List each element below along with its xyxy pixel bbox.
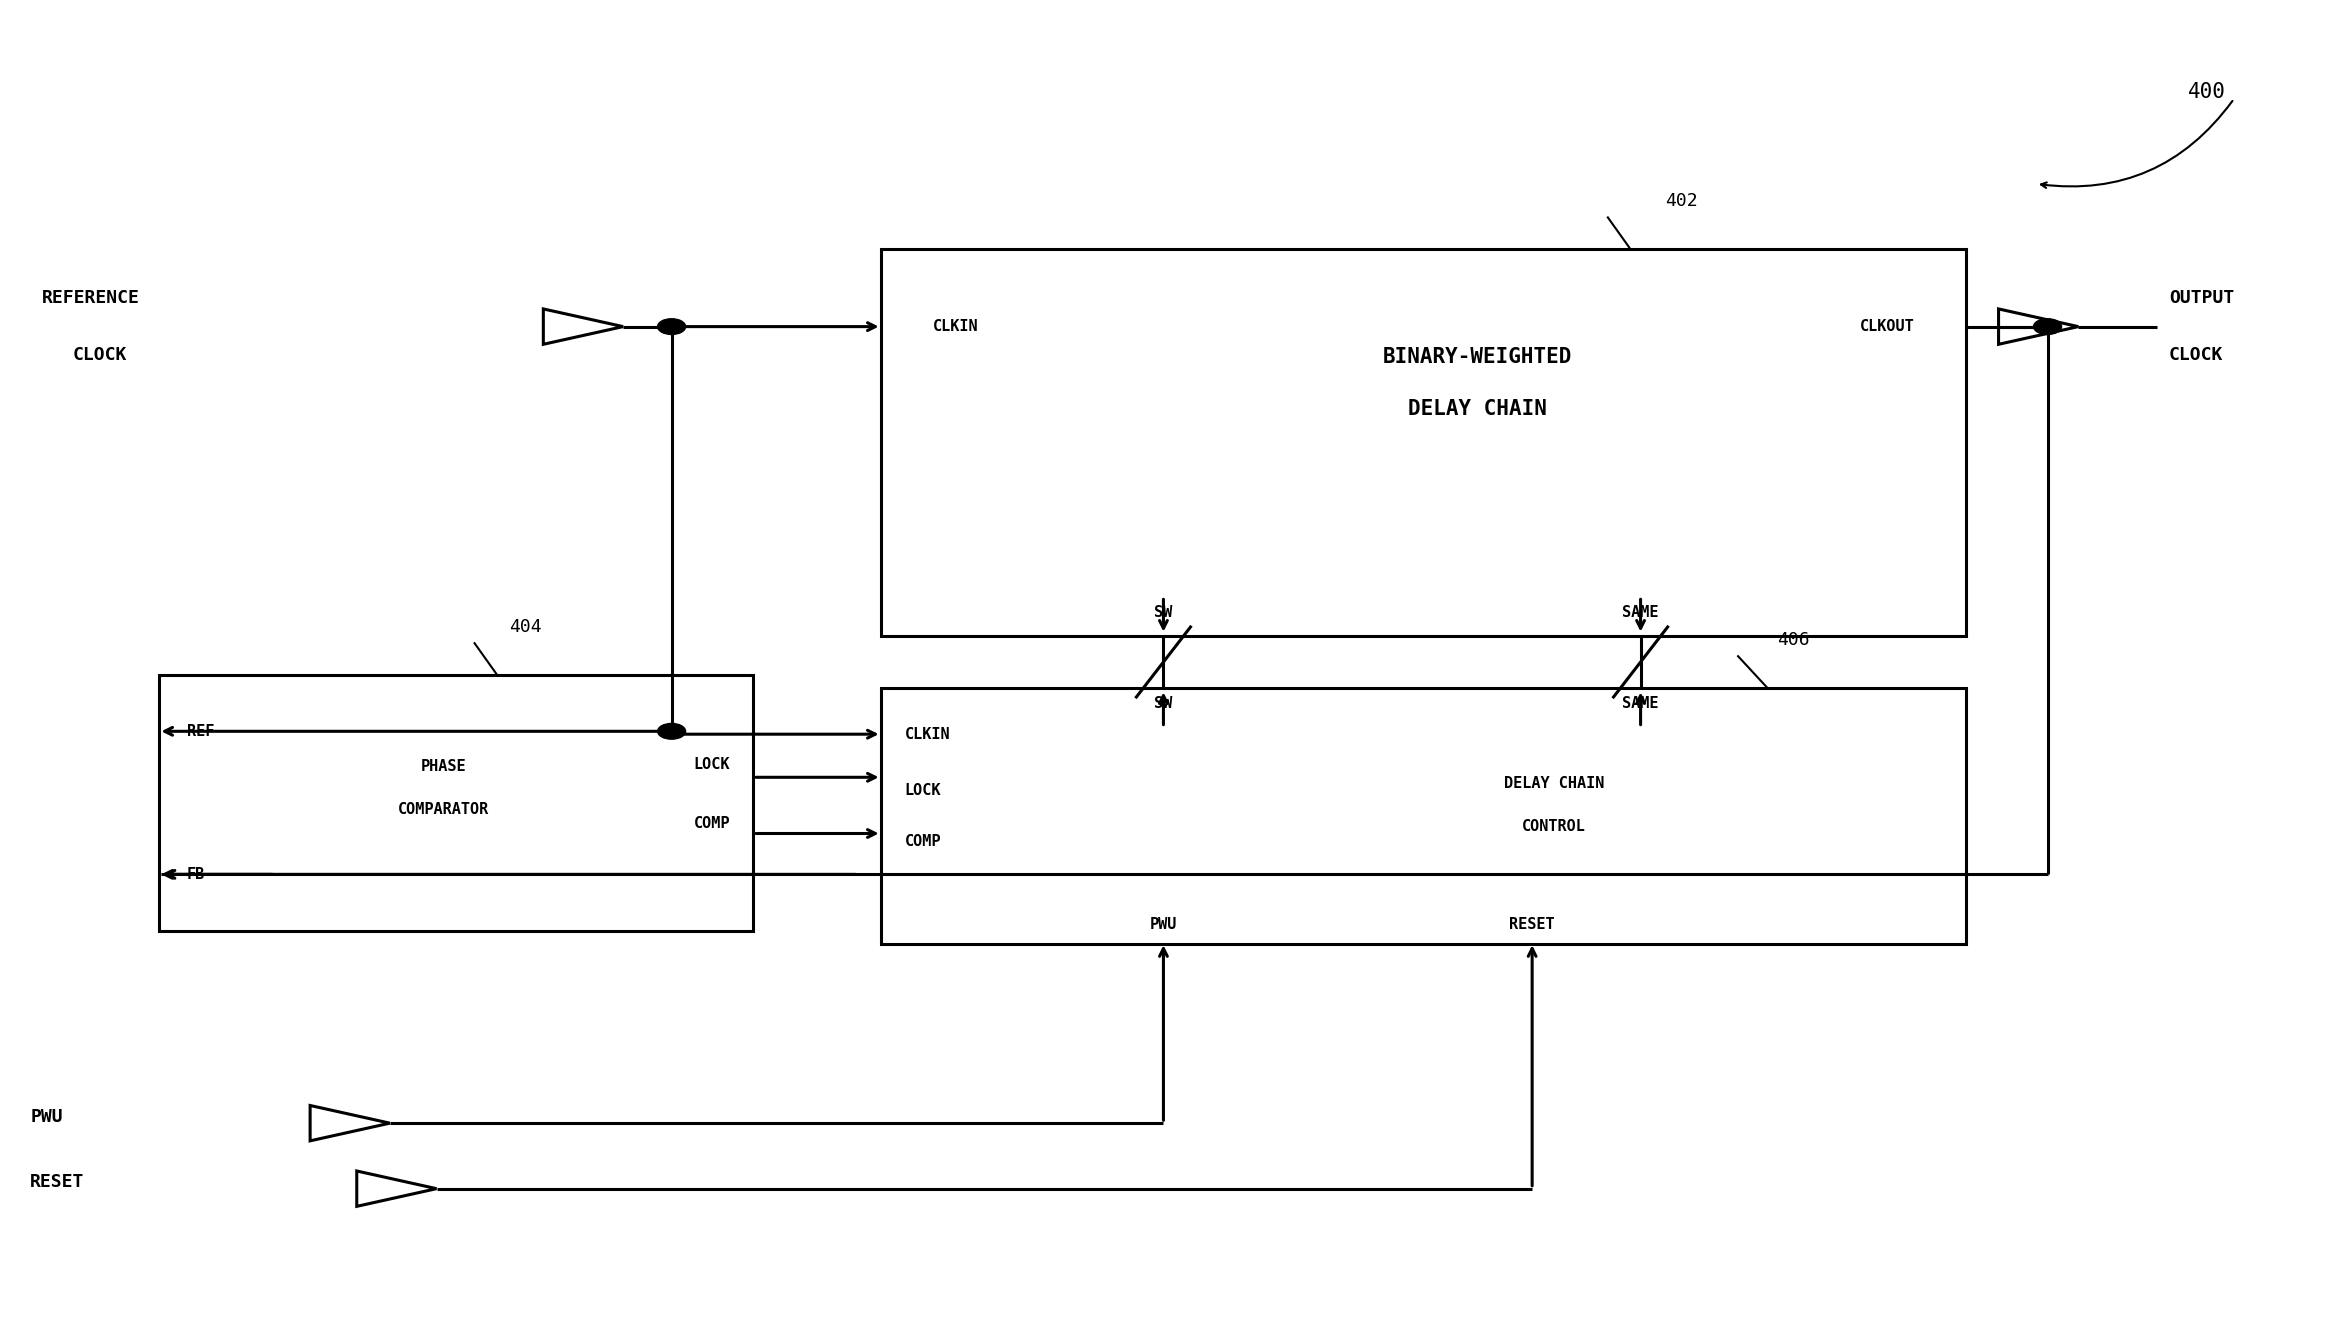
- Text: LOCK: LOCK: [906, 782, 941, 798]
- Text: RESET: RESET: [1508, 916, 1555, 932]
- Circle shape: [657, 319, 685, 335]
- Text: CLKOUT: CLKOUT: [1860, 319, 1914, 334]
- Text: DELAY CHAIN: DELAY CHAIN: [1408, 400, 1548, 420]
- Text: 402: 402: [1666, 192, 1699, 211]
- Text: OUTPUT: OUTPUT: [2168, 289, 2233, 307]
- Text: REFERENCE: REFERENCE: [42, 289, 141, 307]
- Text: DELAY CHAIN: DELAY CHAIN: [1504, 776, 1605, 790]
- Text: SAME: SAME: [1623, 696, 1659, 711]
- Text: CONTROL: CONTROL: [1523, 820, 1586, 834]
- Text: CLOCK: CLOCK: [2168, 347, 2224, 364]
- Text: COMPARATOR: COMPARATOR: [399, 802, 490, 817]
- Circle shape: [2034, 319, 2062, 335]
- Text: RESET: RESET: [30, 1173, 84, 1192]
- Text: COMP: COMP: [906, 834, 941, 849]
- Bar: [160, 675, 753, 931]
- Text: PWU: PWU: [30, 1108, 63, 1125]
- Text: CLOCK: CLOCK: [73, 347, 127, 364]
- Text: LOCK: LOCK: [694, 757, 730, 772]
- Text: COMP: COMP: [694, 816, 730, 830]
- Text: SW: SW: [1154, 696, 1173, 711]
- Text: CLKIN: CLKIN: [906, 727, 950, 741]
- Text: SAME: SAME: [1623, 605, 1659, 620]
- Text: FB: FB: [188, 867, 204, 882]
- Text: 406: 406: [1776, 632, 1809, 649]
- Text: 404: 404: [509, 618, 542, 636]
- Circle shape: [657, 723, 685, 739]
- Bar: [882, 688, 1966, 944]
- Text: SW: SW: [1154, 605, 1173, 620]
- Text: REF: REF: [188, 724, 213, 739]
- Text: PHASE: PHASE: [422, 759, 467, 775]
- Text: 400: 400: [2186, 82, 2226, 102]
- Text: CLKIN: CLKIN: [934, 319, 978, 334]
- Bar: [882, 249, 1966, 636]
- Text: BINARY-WEIGHTED: BINARY-WEIGHTED: [1384, 347, 1572, 367]
- Text: PWU: PWU: [1150, 916, 1178, 932]
